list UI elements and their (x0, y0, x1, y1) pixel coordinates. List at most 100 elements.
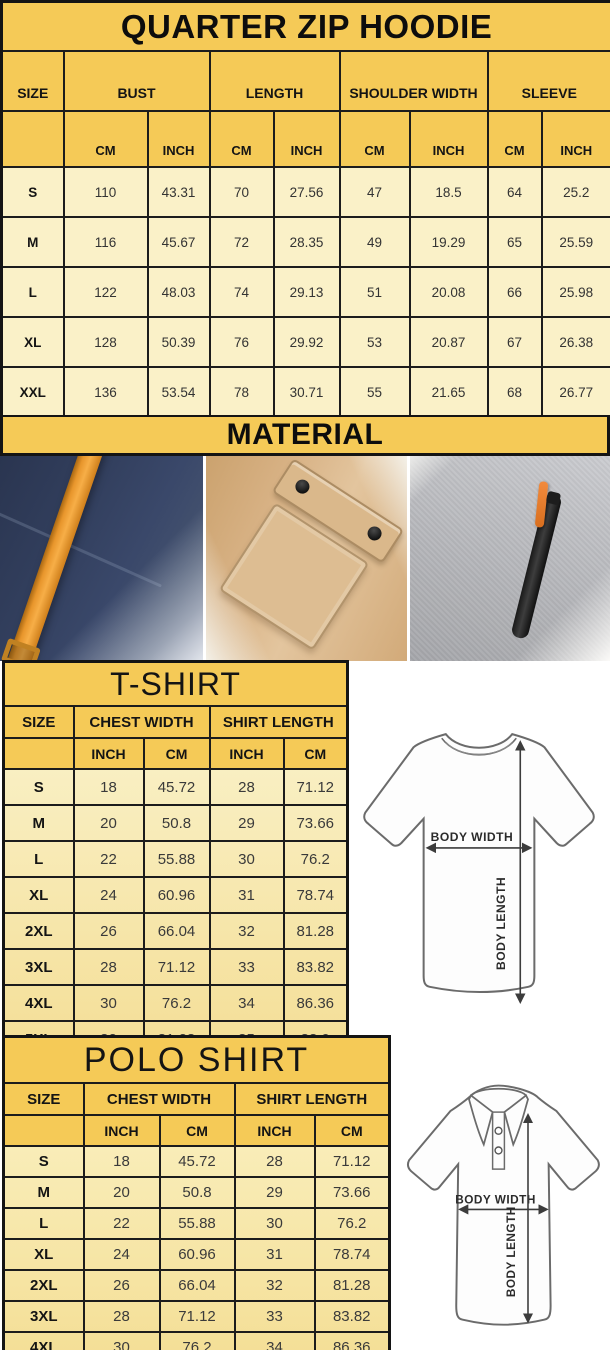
value-cell: 76.2 (158, 1331, 236, 1350)
strap-buckle (0, 637, 41, 661)
unit-inch: INCH (72, 737, 145, 770)
value-cell: 78 (208, 366, 275, 418)
zipper (510, 481, 563, 640)
value-cell: 136 (62, 366, 149, 418)
collar-right-flap (503, 1094, 529, 1148)
unit-cm: CM (486, 110, 543, 168)
value-cell: 68 (486, 366, 543, 418)
unit-inch: INCH (208, 737, 285, 770)
col-size: SIZE (2, 1082, 85, 1116)
table-row: M 116 45.67 72 28.35 49 19.29 65 25.59 (0, 216, 610, 268)
value-cell: 29 (233, 1176, 316, 1209)
collar-left-flap (468, 1094, 494, 1148)
unit-cm: CM (62, 110, 149, 168)
polo-unit-header-row: INCH CM INCH CM (2, 1114, 391, 1147)
value-cell: 122 (62, 266, 149, 318)
placket (491, 1111, 506, 1170)
size-cell: 4XL (2, 1331, 85, 1350)
value-cell: 71.12 (158, 1300, 236, 1333)
value-cell: 21.65 (408, 366, 489, 418)
value-cell: 26.77 (540, 366, 610, 418)
value-cell: 72 (208, 216, 275, 268)
value-cell: 86.36 (282, 984, 349, 1022)
value-cell: 28 (82, 1300, 161, 1333)
size-cell: L (2, 840, 75, 878)
size-cell: 4XL (2, 984, 75, 1022)
hoodie-title: QUARTER ZIP HOODIE (0, 0, 610, 52)
value-cell: 18 (72, 768, 145, 806)
tshirt-title-row: T-SHIRT (2, 660, 349, 707)
body-width-label: BODY WIDTH (455, 1194, 536, 1207)
unit-inch: INCH (272, 110, 341, 168)
tshirt-unit-header-row: INCH CM INCH CM (2, 737, 349, 770)
material-photos (0, 456, 610, 661)
value-cell: 20.08 (408, 266, 489, 318)
tshirt-measurement-diagram: BODY WIDTH BODY LENGTH (350, 712, 608, 1014)
value-cell: 18 (82, 1145, 161, 1178)
value-cell: 81.28 (313, 1269, 391, 1302)
value-cell: 66 (486, 266, 543, 318)
size-cell: S (2, 1145, 85, 1178)
value-cell: 83.82 (313, 1300, 391, 1333)
polo-title-row: POLO SHIRT (2, 1035, 391, 1084)
empty-cell (0, 110, 65, 168)
value-cell: 49 (338, 216, 411, 268)
value-cell: 18.5 (408, 166, 489, 218)
tshirt-size-table: T-SHIRT SIZE CHEST WIDTH SHIRT LENGTH IN… (2, 660, 349, 1059)
col-shoulder-width: SHOULDER WIDTH (338, 50, 489, 112)
polo-outline-drawing: BODY WIDTH BODY LENGTH (407, 1084, 600, 1326)
unit-cm: CM (208, 110, 275, 168)
size-cell: XL (2, 876, 75, 914)
value-cell: 25.2 (540, 166, 610, 218)
size-cell: L (0, 266, 65, 318)
table-row: XL 24 60.96 31 78.74 (2, 1238, 391, 1271)
value-cell: 76.2 (313, 1207, 391, 1240)
unit-cm: CM (158, 1114, 236, 1147)
flap-pocket (212, 458, 405, 656)
unit-inch: INCH (408, 110, 489, 168)
value-cell: 29 (208, 804, 285, 842)
hoodie-group-header-row: SIZE BUST LENGTH SHOULDER WIDTH SLEEVE (0, 50, 610, 112)
snap-button (292, 476, 313, 497)
value-cell: 60.96 (158, 1238, 236, 1271)
polo-button (494, 1126, 503, 1135)
value-cell: 86.36 (313, 1331, 391, 1350)
col-length: LENGTH (208, 50, 341, 112)
unit-cm: CM (282, 737, 349, 770)
value-cell: 24 (82, 1238, 161, 1271)
value-cell: 71.12 (142, 948, 211, 986)
value-cell: 67 (486, 316, 543, 368)
polo-size-table: POLO SHIRT SIZE CHEST WIDTH SHIRT LENGTH… (2, 1035, 391, 1350)
value-cell: 27.56 (272, 166, 341, 218)
body-length-label: BODY LENGTH (505, 1206, 518, 1297)
value-cell: 25.98 (540, 266, 610, 318)
table-row: 3XL 28 71.12 33 83.82 (2, 948, 349, 986)
value-cell: 66.04 (142, 912, 211, 950)
size-cell: S (0, 166, 65, 218)
value-cell: 30 (82, 1331, 161, 1350)
value-cell: 78.74 (313, 1238, 391, 1271)
value-cell: 33 (233, 1300, 316, 1333)
table-row: XL 128 50.39 76 29.92 53 20.87 67 26.38 (0, 316, 610, 368)
value-cell: 71.12 (282, 768, 349, 806)
col-bust: BUST (62, 50, 211, 112)
material-photo-gray-zipper (410, 456, 610, 661)
value-cell: 30 (72, 984, 145, 1022)
hoodie-size-table: QUARTER ZIP HOODIE SIZE BUST LENGTH SHOU… (0, 0, 610, 469)
unit-cm: CM (142, 737, 211, 770)
value-cell: 60.96 (142, 876, 211, 914)
table-row: L 22 55.88 30 76.2 (2, 840, 349, 878)
table-row: M 20 50.8 29 73.66 (2, 804, 349, 842)
unit-inch: INCH (82, 1114, 161, 1147)
value-cell: 20.87 (408, 316, 489, 368)
size-cell: M (2, 1176, 85, 1209)
value-cell: 32 (208, 912, 285, 950)
value-cell: 29.92 (272, 316, 341, 368)
value-cell: 53 (338, 316, 411, 368)
value-cell: 48.03 (146, 266, 211, 318)
size-cell: 2XL (2, 1269, 85, 1302)
value-cell: 22 (72, 840, 145, 878)
value-cell: 30.71 (272, 366, 341, 418)
tshirt-outline-drawing: BODY WIDTH BODY LENGTH (363, 732, 595, 1005)
material-photo-navy-strap (0, 456, 203, 661)
